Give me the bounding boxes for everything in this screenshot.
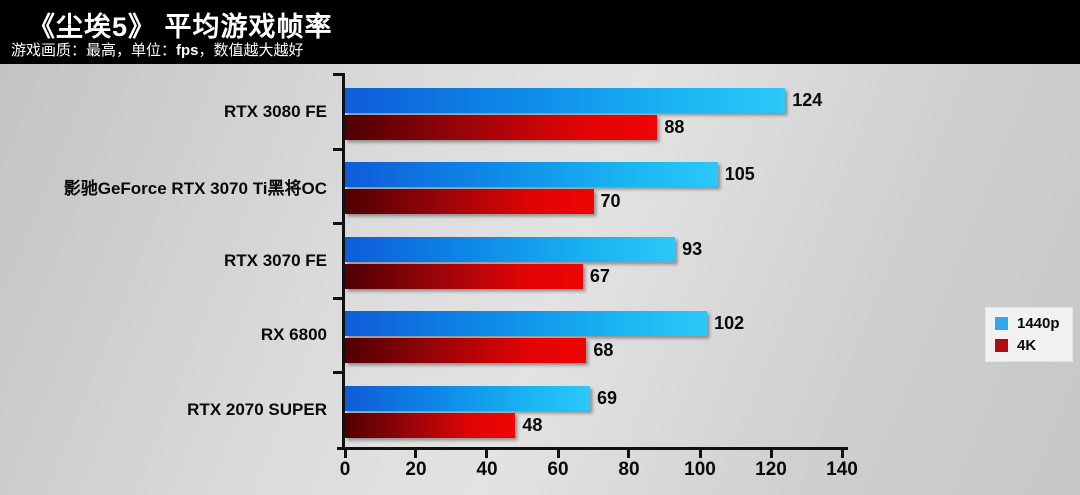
x-axis-tick-label: 0 [339,459,351,480]
value-label: 67 [589,265,610,286]
y-axis-tick [333,371,343,375]
legend-item-1440p: 1440p [995,315,1060,332]
category-label: RTX 2070 SUPER [187,399,327,419]
legend-label: 1440p [1017,315,1060,332]
y-axis-tick [333,296,343,300]
x-axis-tick-label: 120 [755,459,787,480]
chart-title: 《尘埃5》 平均游戏帧率 [28,12,333,42]
legend-label: 4K [1017,337,1037,354]
x-axis-tick [556,447,560,458]
value-label: 69 [596,387,617,408]
bar-4K-RTX-3070-FE[interactable] [345,263,583,289]
legend-swatch-4K [995,339,1008,352]
value-label: 70 [600,191,621,212]
y-axis-line [342,73,345,450]
x-axis-tick [414,447,418,458]
bar-1440p-RTX-3080-FE[interactable] [345,88,786,113]
legend: 1440p 4K [985,307,1073,362]
legend-item-4K: 4K [995,337,1060,354]
x-axis-line [337,447,848,450]
y-axis-tick [333,147,343,151]
value-label: 102 [714,313,745,334]
bar-1440p-RX-6800[interactable] [345,311,708,337]
x-axis-tick-label: 100 [684,459,716,480]
bar-1440p-影驰GeForce-RTX-3070-Ti黑将OC[interactable] [345,162,718,188]
bar-4K-RTX-3080-FE[interactable] [345,115,658,140]
category-axis-labels: RTX 3080 FE 影驰GeForce RTX 3070 Ti黑将OC RTX … [0,75,335,447]
x-axis-tick-label: 40 [476,459,498,480]
bar-4K-RX-6800[interactable] [345,338,587,364]
x-axis-tick [698,447,702,458]
chart-header: 《尘埃5》 平均游戏帧率 游戏画质：最高，单位：fps，数值越大越好 [0,0,1080,64]
x-axis-tick [627,447,631,458]
x-axis-tick [343,447,347,458]
category-label: RTX 3070 FE [224,250,327,270]
value-label: 124 [792,90,823,110]
plot-area: 124 88 105 70 93 67 102 68 69 48 0 20 40 60 80 100 120 1… [333,73,858,480]
y-axis-tick [333,73,343,76]
x-axis-tick [769,447,773,458]
bar-1440p-RTX-3070-FE[interactable] [345,236,676,262]
category-label: RX 6800 [260,325,327,345]
value-label: 48 [522,414,543,435]
x-axis-tick-label: 60 [547,459,569,480]
subtitle-suffix: ，数值越大越好 [198,42,304,59]
x-axis-tick [840,447,844,458]
subtitle-prefix: 游戏画质：最高，单位： [11,42,177,59]
chart-canvas: RTX 3080 FE 影驰GeForce RTX 3070 Ti黑将OC RTX … [0,64,1080,495]
subtitle-unit: fps [176,42,199,59]
value-label: 93 [682,238,703,259]
bar-1440p-RTX-2070-SUPER[interactable] [345,385,590,411]
category-label: RTX 3080 FE [224,102,327,122]
bar-4K-影驰GeForce-RTX-3070-Ti黑将OC[interactable] [345,189,594,215]
bar-4K-RTX-2070-SUPER[interactable] [345,412,516,438]
chart-subtitle: 游戏画质：最高，单位：fps，数值越大越好 [11,39,304,60]
value-label: 105 [724,164,755,185]
y-axis-tick [333,222,343,226]
category-label: 影驰GeForce RTX 3070 Ti黑将OC [63,179,327,199]
legend-swatch-1440p [995,317,1008,330]
x-axis-tick [485,447,489,458]
x-axis-tick-label: 80 [618,459,640,480]
value-label: 88 [664,117,685,137]
value-label: 68 [593,340,614,361]
x-axis-tick-label: 140 [826,459,858,480]
x-axis-tick-label: 20 [405,459,427,480]
